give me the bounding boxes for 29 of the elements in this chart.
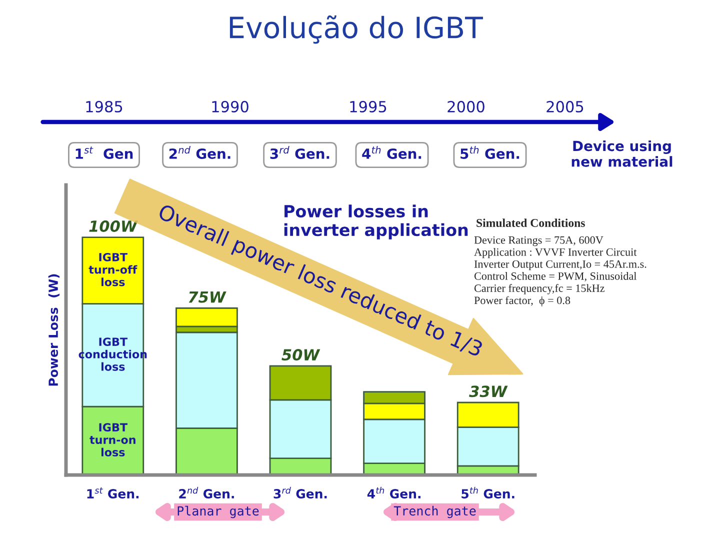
annotation: Power losses in inverter application: [284, 204, 468, 240]
annotation: 75W: [188, 291, 226, 303]
x-tick-label: 1$^{st}$ Gen.: [87, 487, 139, 498]
text: 1985: [86, 100, 122, 112]
text: 3$^{rd}$ Gen.: [270, 146, 330, 159]
chart-title: Evolução do IGBT: [230, 15, 483, 44]
annotation: 33W: [469, 386, 508, 398]
text: 2000: [448, 100, 484, 112]
text: 4$^{th}$ Gen.: [362, 146, 422, 159]
annotation: Device Ratings = 75A, 600V Application : VVVF Inverter Circuit Inverter Output Current,Io = 45Ar.m.s. Control Scheme = PWM, Sinusoidal Carrier frequency,fc = 15kHz Power factor, ϕ = 0.8: [474, 236, 646, 306]
text: 5$^{th}$ Gen.: [460, 146, 520, 159]
series-label: IGBT turn-off loss: [88, 252, 138, 286]
series-label: IGBT turn-on loss: [90, 423, 136, 456]
text: Simulated Conditions: [476, 218, 585, 227]
x-tick-label: 5$^{th}$ Gen.: [462, 486, 514, 498]
annotation: 50W: [282, 349, 320, 361]
x-tick-label: 2$^{nd}$ Gen.: [179, 486, 234, 498]
annotation: 100W: [89, 220, 138, 232]
x-tick-label: 3$^{rd}$ Gen.: [274, 486, 327, 498]
text: Planar gate: [178, 506, 259, 518]
y-axis-title: Power Loss (W): [48, 274, 60, 386]
text: 2$^{nd}$ Gen.: [169, 146, 230, 159]
text: 1995: [350, 100, 386, 112]
x-tick-label: 4$^{th}$ Gen.: [367, 486, 420, 498]
text: Trench gate: [394, 506, 476, 518]
text: Device using new material: [572, 140, 672, 167]
text: 1990: [212, 100, 248, 112]
text: 1$^{st}$ Gen: [76, 146, 133, 159]
text: 2005: [546, 100, 584, 112]
